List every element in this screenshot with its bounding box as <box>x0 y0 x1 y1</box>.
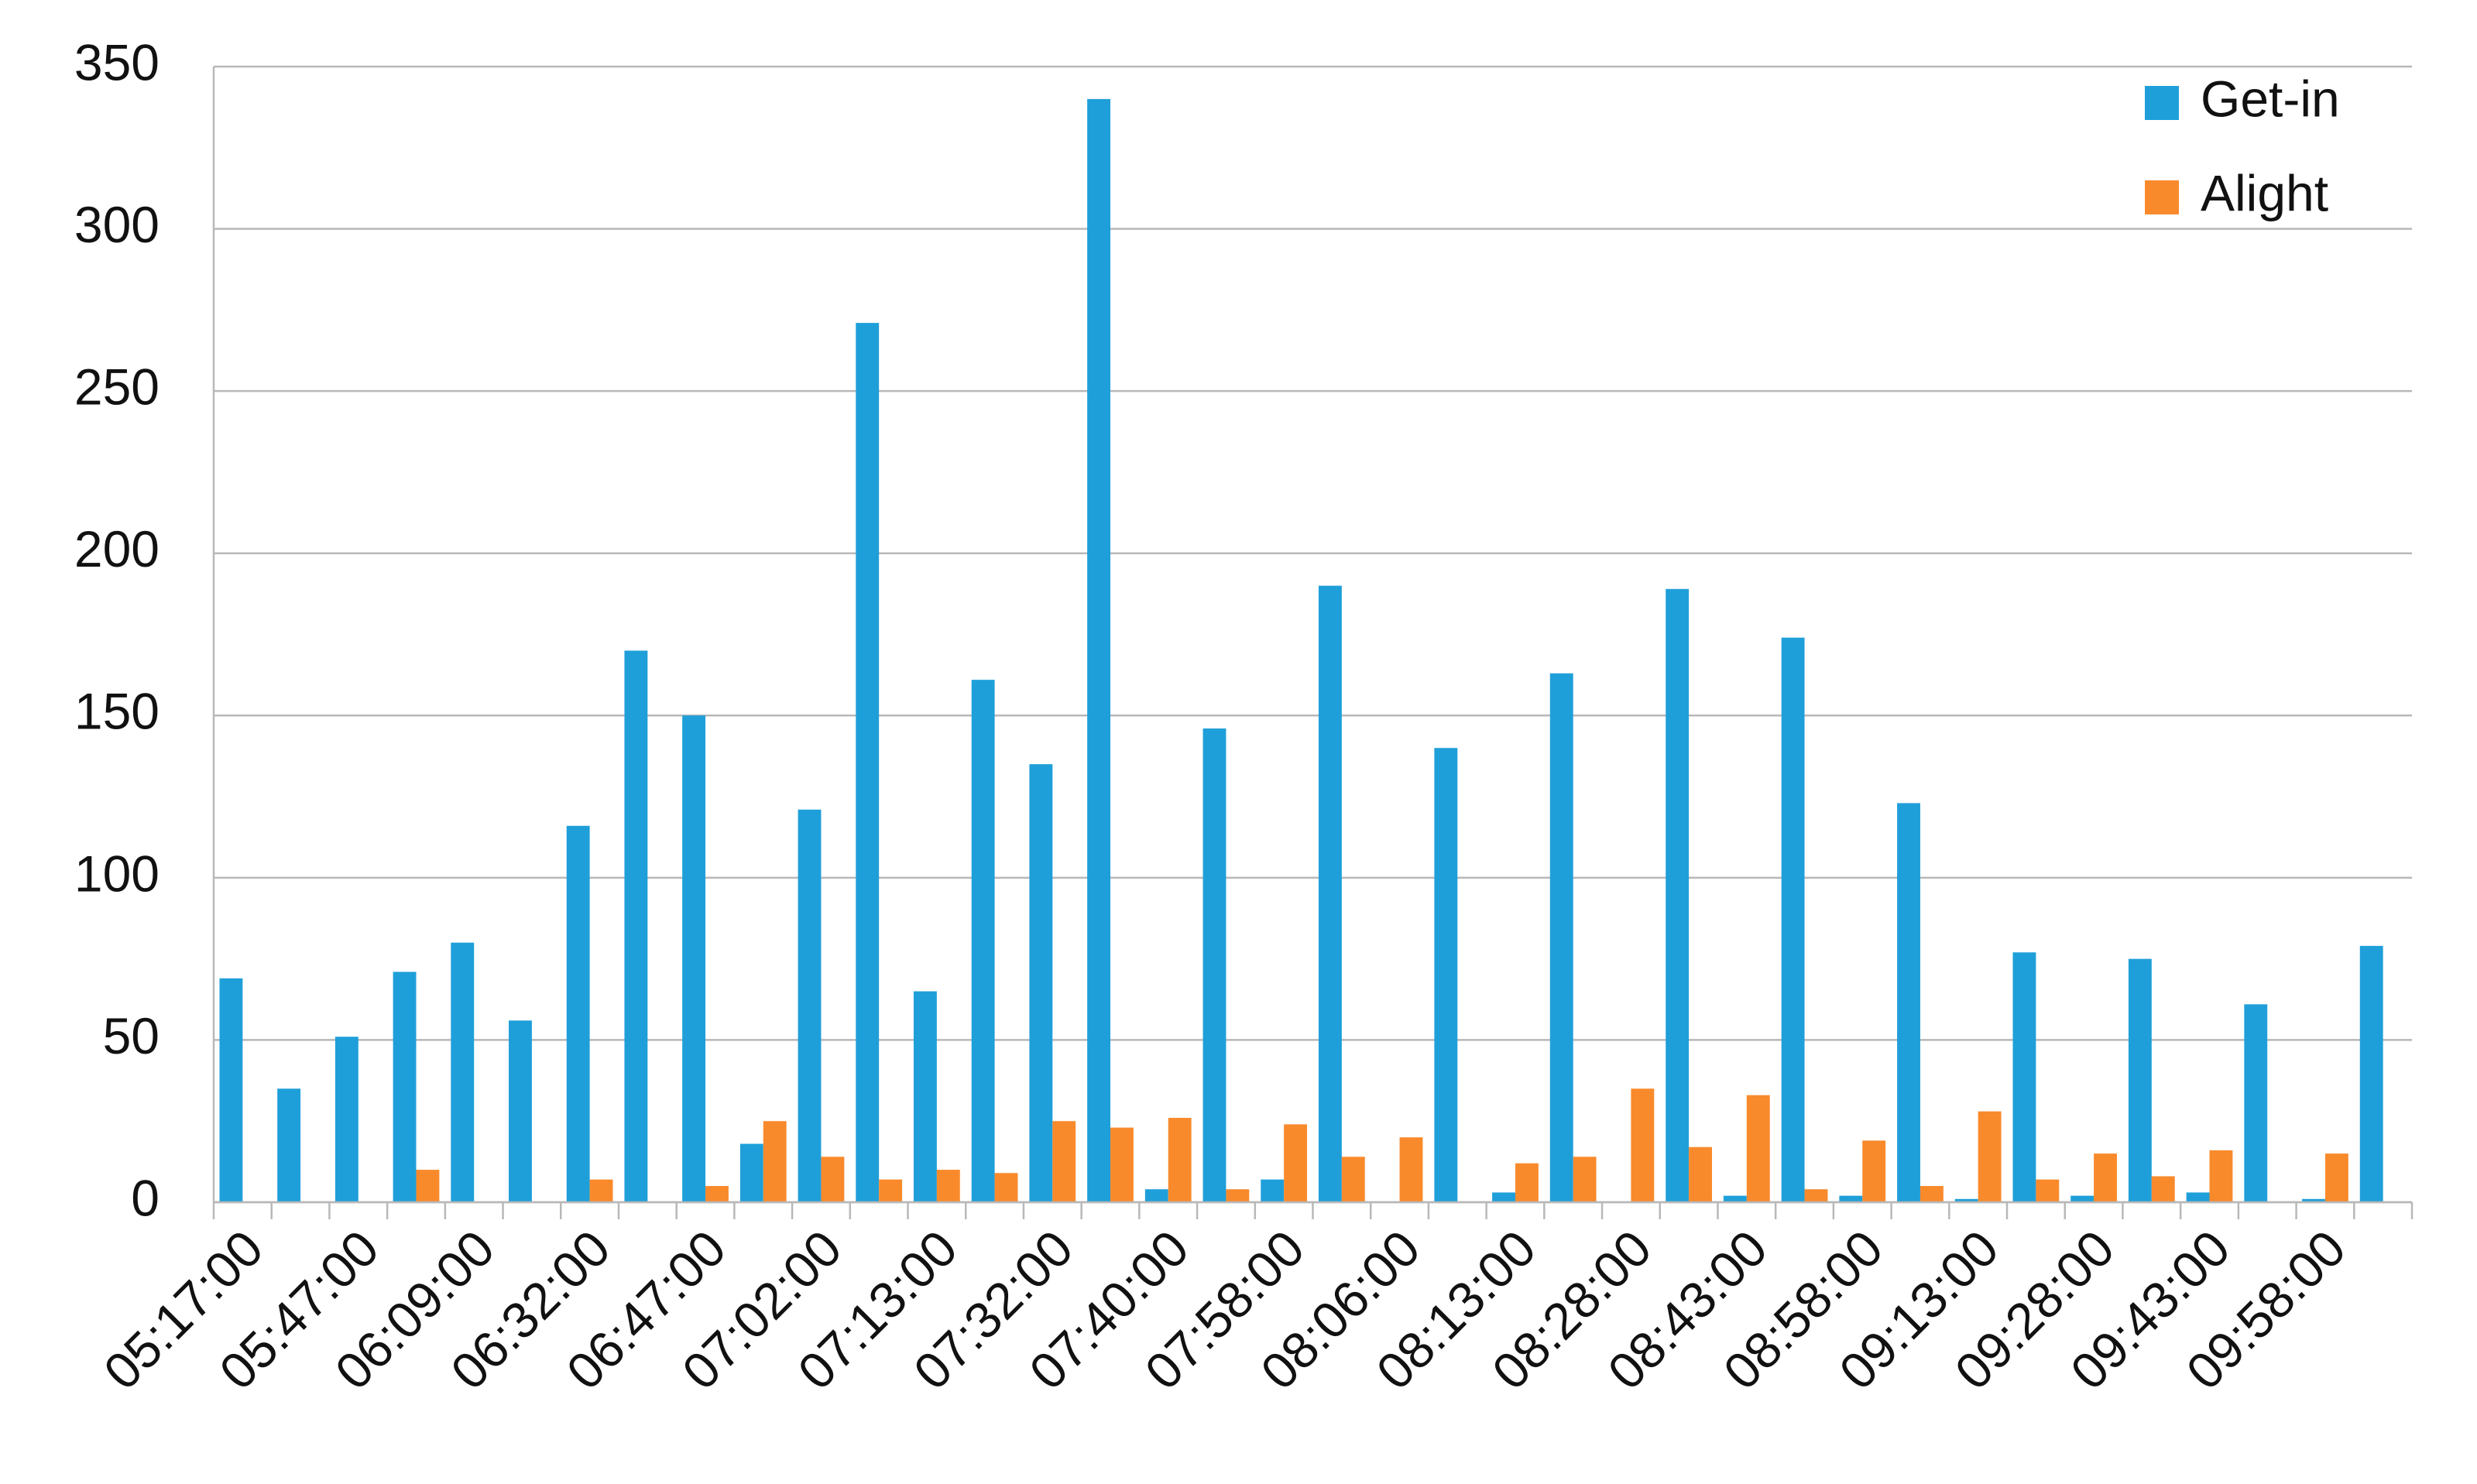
bar <box>1087 98 1111 1202</box>
bar <box>1781 637 1805 1202</box>
bar <box>1723 1195 1747 1202</box>
bar <box>1666 588 1690 1202</box>
bar <box>821 1157 845 1202</box>
bar <box>1110 1127 1134 1202</box>
bar <box>2209 1150 2233 1202</box>
bar <box>393 972 417 1202</box>
y-tick-label: 300 <box>74 196 160 253</box>
bar <box>1399 1137 1423 1202</box>
bar <box>1549 673 1573 1202</box>
bar <box>1261 1179 1285 1202</box>
bar <box>2094 1153 2117 1202</box>
bar <box>2070 1195 2094 1202</box>
bar <box>1052 1121 1076 1202</box>
bar <box>1631 1088 1655 1202</box>
bar <box>2302 1198 2325 1202</box>
bar <box>1284 1124 1308 1202</box>
bar <box>913 991 937 1202</box>
y-tick-label: 200 <box>74 520 160 577</box>
bar <box>936 1170 960 1202</box>
bar <box>1978 1111 2002 1202</box>
bar <box>2244 1004 2268 1202</box>
bar <box>1897 803 1920 1202</box>
bar <box>2324 1153 2348 1202</box>
bar <box>2359 945 2383 1202</box>
bar <box>1168 1118 1192 1202</box>
bar <box>798 809 822 1202</box>
legend-label: Alight <box>2201 164 2328 221</box>
y-tick-label: 100 <box>74 845 160 902</box>
bar <box>1202 728 1226 1202</box>
bar <box>416 1170 440 1202</box>
bar <box>994 1173 1018 1202</box>
bar <box>1804 1189 1828 1202</box>
bar <box>1341 1157 1365 1202</box>
bar <box>879 1179 903 1202</box>
bar <box>1492 1192 1515 1202</box>
y-tick-label: 0 <box>131 1169 160 1226</box>
bar <box>2012 952 2036 1202</box>
y-tick-label: 350 <box>74 33 160 91</box>
bar <box>1434 748 1458 1202</box>
bar <box>971 680 995 1202</box>
bar <box>682 715 706 1202</box>
bar <box>589 1179 613 1202</box>
legend-swatch <box>2145 180 2179 214</box>
bar <box>566 825 590 1202</box>
bar <box>277 1088 301 1202</box>
bar <box>1839 1195 1863 1202</box>
bar <box>1689 1146 1713 1202</box>
bar <box>2186 1192 2210 1202</box>
bar <box>1226 1189 1250 1202</box>
bar <box>763 1121 787 1202</box>
legend-label: Get-in <box>2201 70 2340 127</box>
bar <box>1920 1186 1944 1202</box>
bar <box>1954 1198 1978 1202</box>
bar <box>1515 1163 1539 1202</box>
bar <box>509 1020 532 1202</box>
bar <box>624 650 648 1202</box>
bar <box>1144 1189 1168 1202</box>
bar <box>2151 1176 2175 1202</box>
bar <box>451 942 475 1202</box>
bar <box>2128 958 2152 1202</box>
bar <box>705 1186 729 1202</box>
bar <box>1318 585 1342 1202</box>
y-tick-label: 250 <box>74 358 160 416</box>
bar <box>219 978 243 1202</box>
y-tick-label: 150 <box>74 683 160 740</box>
y-tick-label: 50 <box>103 1007 160 1064</box>
bar <box>2036 1179 2060 1202</box>
bar <box>1573 1157 1597 1202</box>
legend-swatch <box>2145 86 2179 120</box>
bar <box>739 1143 763 1202</box>
bar <box>856 323 880 1203</box>
bar <box>1862 1140 1886 1202</box>
bar <box>1746 1095 1770 1202</box>
bar <box>334 1037 359 1202</box>
bar <box>1029 764 1053 1202</box>
